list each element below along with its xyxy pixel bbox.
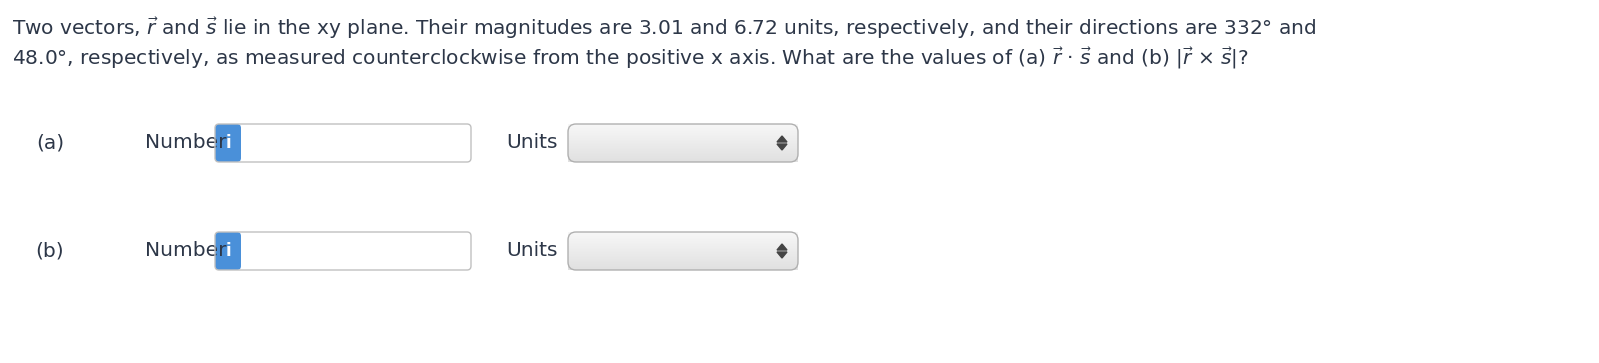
FancyBboxPatch shape [214, 232, 241, 270]
Text: i: i [225, 242, 230, 260]
Polygon shape [777, 136, 787, 142]
Text: Number: Number [146, 241, 227, 261]
Text: 48.0°, respectively, as measured counterclockwise from the positive x axis. What: 48.0°, respectively, as measured counter… [13, 45, 1249, 70]
Text: Units: Units [505, 241, 558, 261]
Text: Two vectors, $\vec{r}$ and $\vec{s}$ lie in the xy plane. Their magnitudes are 3: Two vectors, $\vec{r}$ and $\vec{s}$ lie… [13, 15, 1316, 41]
Text: Units: Units [505, 134, 558, 152]
Text: Number: Number [146, 134, 227, 152]
Text: (b): (b) [35, 241, 64, 261]
Polygon shape [777, 144, 787, 150]
FancyBboxPatch shape [241, 124, 472, 162]
Text: i: i [225, 134, 230, 152]
FancyBboxPatch shape [214, 124, 241, 162]
Polygon shape [777, 244, 787, 250]
Text: (a): (a) [35, 134, 64, 152]
FancyBboxPatch shape [241, 232, 472, 270]
Polygon shape [777, 252, 787, 258]
